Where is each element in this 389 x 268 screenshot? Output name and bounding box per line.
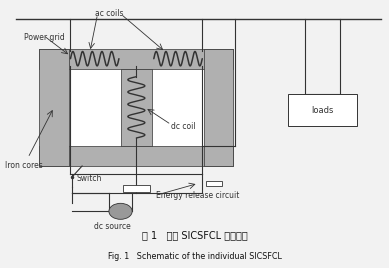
Text: Iron cores: Iron cores: [5, 161, 42, 170]
Text: ac coils: ac coils: [95, 9, 123, 18]
Bar: [204, 49, 233, 166]
Text: Energy release circuit: Energy release circuit: [156, 191, 239, 200]
Bar: [206, 181, 222, 186]
Text: dc coil: dc coil: [171, 122, 196, 131]
Text: Switch: Switch: [76, 174, 102, 183]
Text: loads: loads: [311, 106, 334, 114]
Bar: [39, 146, 233, 166]
Bar: [123, 185, 150, 192]
Bar: [152, 69, 204, 146]
Text: Power grid: Power grid: [24, 33, 65, 42]
Circle shape: [109, 203, 132, 219]
Text: Fig. 1   Schematic of the individual SICSFCL: Fig. 1 Schematic of the individual SICSF…: [108, 252, 281, 261]
Bar: [121, 69, 152, 146]
Bar: [39, 49, 68, 166]
Bar: [39, 49, 233, 69]
Text: 图 1   单相 SICSFCL 的原理图: 图 1 单相 SICSFCL 的原理图: [142, 230, 247, 240]
Text: dc source: dc source: [95, 222, 131, 231]
Bar: [287, 94, 357, 126]
Bar: [68, 69, 121, 146]
